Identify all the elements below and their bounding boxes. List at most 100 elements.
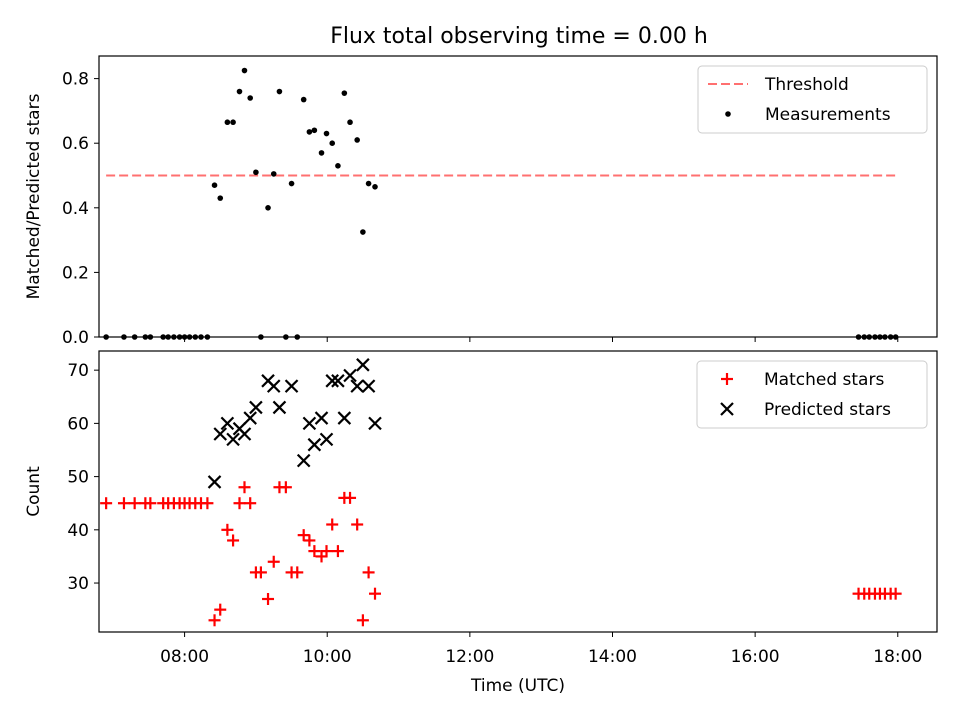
measurement-point (204, 334, 211, 340)
legend-box (697, 65, 928, 134)
legend: Threshold Measurements (697, 65, 928, 134)
y-tick-label: 0.0 (62, 328, 89, 348)
series-matched-stars (100, 481, 902, 627)
measurement-point (103, 334, 109, 340)
measurement-point (247, 95, 253, 101)
legend-predicted-swatch-b (720, 402, 734, 416)
measurement-point (855, 334, 862, 340)
predicted-star-point-b (350, 379, 364, 393)
y-tick-label: 0.6 (62, 134, 89, 154)
predicted-star-point-b (343, 368, 357, 383)
y-tick-label: 0.8 (62, 70, 89, 90)
measurement-point (882, 334, 888, 340)
measurement-point (276, 88, 283, 95)
measurement-point (217, 195, 224, 201)
predicted-star-point-b (319, 432, 334, 447)
x-tick-label: 14:00 (588, 647, 637, 667)
measurement-point (365, 180, 372, 187)
y-axis-label: Count (24, 466, 44, 517)
predicted-star-point-b (207, 475, 222, 489)
series-predicted-stars (207, 358, 382, 489)
measurement-point (360, 229, 366, 235)
legend-measurements-swatch (725, 111, 731, 117)
measurement-point (142, 334, 149, 340)
predicted-star-point-b (325, 374, 339, 388)
predicted-star-point-b (356, 358, 370, 372)
measurement-point (866, 334, 873, 340)
predicted-star-point-b (302, 416, 317, 431)
measurement-point (160, 334, 166, 340)
measurement-point (288, 180, 295, 187)
measurement-point (294, 334, 301, 340)
x-tick-label: 16:00 (731, 647, 780, 667)
y-axis-label: Matched/Predicted stars (24, 93, 44, 299)
measurement-point (329, 140, 336, 147)
y-tick-label: 0.2 (62, 263, 89, 283)
chart-title: Flux total observing time = 0.00 h (330, 24, 708, 49)
predicted-star-point-b (272, 400, 287, 415)
legend-label: Predicted stars (764, 400, 891, 420)
x-tick-label: 18:00 (873, 647, 922, 667)
predicted-star-point-b (213, 427, 228, 441)
measurement-point (341, 90, 348, 96)
legend-label: Measurements (765, 105, 891, 125)
y-tick-label: 60 (67, 414, 89, 434)
y-tick-label: 40 (67, 521, 89, 541)
measurement-point (192, 334, 199, 340)
measurement-point (354, 137, 360, 143)
measurement-point (347, 119, 353, 126)
measurement-point (872, 334, 878, 340)
predicted-star-point-b (226, 432, 240, 447)
top-panel-ratio: 0.0 0.2 0.4 0.6 0.8 Matched/Predicted stars Th… (24, 55, 938, 348)
measurement-point (236, 88, 243, 95)
measurement-point (131, 334, 138, 340)
y-tick-label: 0.4 (62, 199, 89, 219)
predicted-star-point-b (284, 379, 299, 393)
measurement-point (165, 334, 171, 340)
legend-label: Matched stars (764, 370, 884, 390)
legend-box (696, 360, 928, 429)
measurement-point (892, 334, 899, 340)
legend-label: Threshold (764, 75, 849, 95)
predicted-star-point-b (237, 427, 252, 441)
measurement-point (323, 130, 330, 137)
x-axis-label: Time (UTC) (470, 676, 565, 696)
x-tick-label: 08:00 (160, 647, 209, 667)
legend: Matched stars Predicted stars (696, 360, 928, 429)
predicted-star-point-b (296, 453, 311, 468)
measurement-point (258, 334, 264, 340)
x-tick-label: 10:00 (303, 647, 352, 667)
measurement-point (265, 205, 271, 211)
measurement-point (877, 334, 883, 340)
measurement-point (186, 334, 193, 340)
y-tick-label: 30 (67, 574, 89, 594)
measurement-point (306, 129, 313, 135)
predicted-star-point-b (368, 416, 382, 431)
predicted-star-point-b (266, 379, 281, 393)
measurement-point (283, 334, 289, 340)
measurement-point (861, 334, 868, 340)
predicted-star-point-b (314, 411, 329, 425)
measurement-point (300, 96, 307, 103)
measurement-point (121, 334, 127, 340)
y-tick-label: 50 (67, 468, 89, 488)
measurement-point (176, 334, 183, 340)
predicted-star-point-b (307, 437, 322, 452)
series-measurements (103, 67, 899, 340)
measurement-point (311, 127, 318, 134)
predicted-star-point-b (249, 400, 263, 415)
measurement-point (171, 334, 177, 340)
measurement-point (318, 150, 325, 156)
predicted-star-point-b (220, 416, 235, 431)
measurement-point (211, 182, 218, 188)
measurement-point (224, 119, 231, 126)
predicted-star-point-b (337, 411, 352, 425)
measurement-point (887, 334, 894, 340)
x-tick-label: 12:00 (445, 647, 494, 667)
predicted-star-point-b (243, 411, 257, 425)
measurement-point (241, 67, 248, 74)
y-tick-label: 70 (67, 361, 89, 381)
measurement-point (230, 119, 236, 126)
predicted-star-point-b (361, 379, 376, 393)
